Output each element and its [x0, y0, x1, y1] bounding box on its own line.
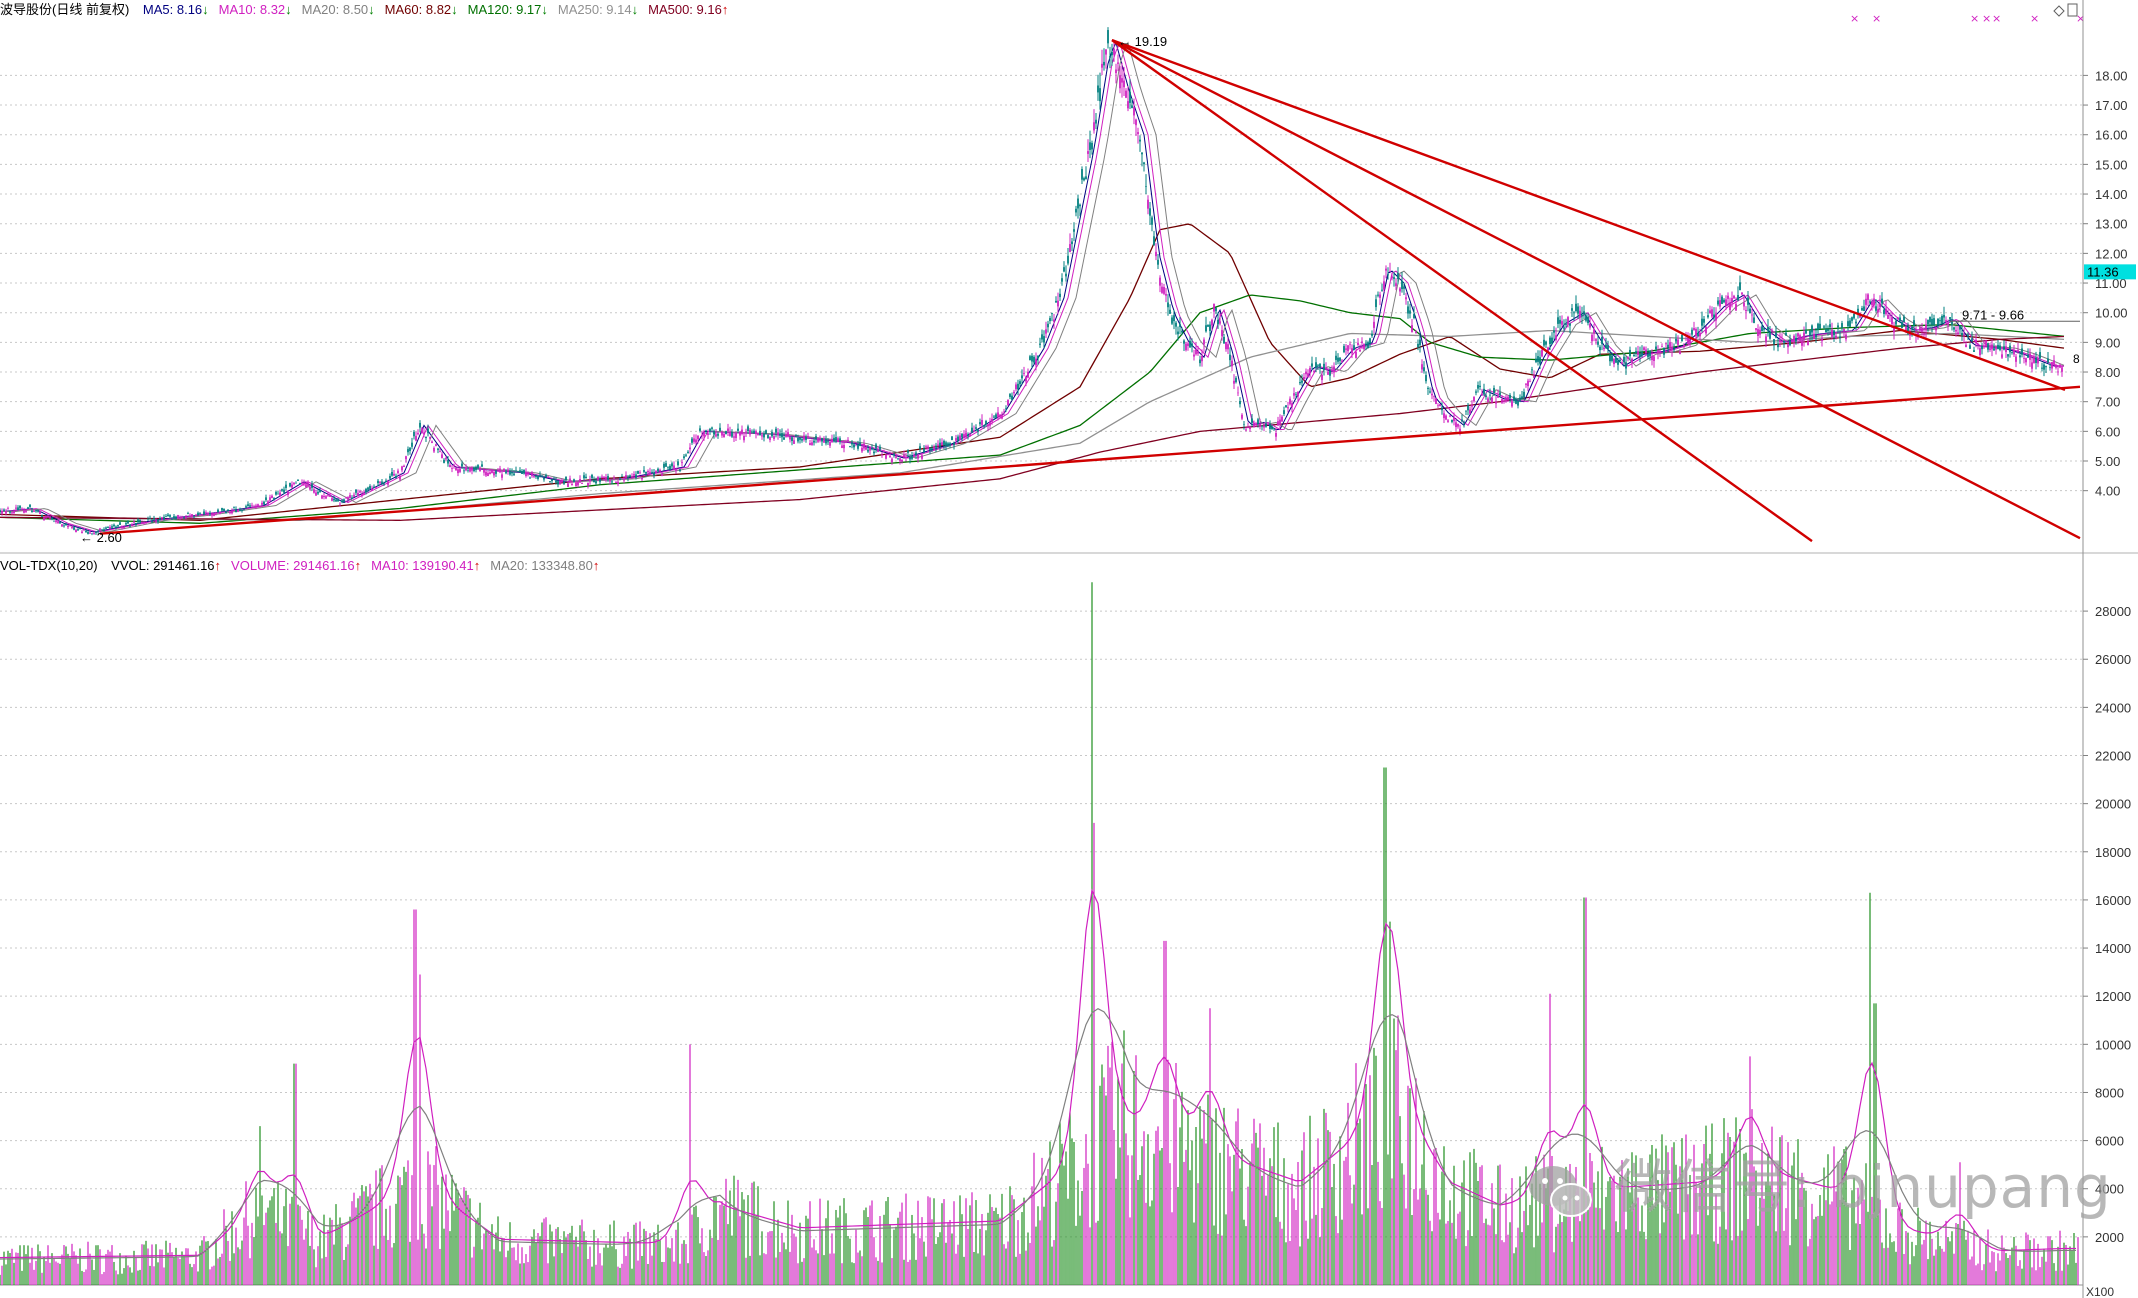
volume-tick-label: 22000 [2095, 749, 2131, 764]
price-ma120-line [0, 294, 2065, 524]
volume-tick-label: 26000 [2095, 652, 2131, 667]
volume-tick-label: 12000 [2095, 989, 2131, 1004]
volume-tick-label: 4000 [2095, 1182, 2124, 1197]
price-tick-label: 13.00 [2095, 217, 2128, 232]
current-price-label: 11.36 [2087, 264, 2119, 279]
volume-ma20-line [0, 1007, 2077, 1260]
price-legend-item-4: MA120: 9.17↓ [467, 2, 548, 17]
price-legend-items: MA5: 8.16↓ MA10: 8.32↓ MA20: 8.50↓ MA60: 8.… [143, 2, 738, 17]
price-tick-label: 17.00 [2095, 98, 2128, 113]
volume-legend-item-0: VVOL: 291461.16↑ [111, 558, 222, 573]
price-tick-label: 8.00 [2095, 365, 2120, 380]
trend-line-1[interactable] [1111, 39, 1813, 543]
event-marker[interactable]: × [2076, 12, 2085, 25]
event-marker[interactable]: × [1850, 12, 1859, 25]
volume-legend-items: VVOL: 291461.16↑ VOLUME: 291461.16↑ MA10: … [111, 558, 609, 573]
price-tick-label: 9.00 [2095, 335, 2120, 350]
diamond-icon[interactable] [2053, 5, 2065, 17]
price-legend-arrow-6: ↑ [721, 2, 729, 17]
volume-tick-label: 20000 [2095, 797, 2131, 812]
price-ma500-line [0, 335, 2065, 521]
price-legend-item-1: MA10: 8.32↓ [218, 2, 292, 17]
price-tick-label: 18.00 [2095, 68, 2128, 83]
trend-line-3[interactable] [99, 385, 2081, 535]
volume-legend-arrow-0: ↑ [214, 558, 222, 573]
price-legend-arrow-4: ↓ [541, 2, 548, 17]
price-legend: 波导股份(日线 前复权) MA5: 8.16↓ MA10: 8.32↓ MA20: … [0, 0, 748, 20]
volume-tick-label: 28000 [2095, 604, 2131, 619]
volume-tick-label: 18000 [2095, 845, 2131, 860]
price-legend-arrow-0: ↓ [202, 2, 209, 17]
volume-legend-item-2: MA10: 139190.41↑ [371, 558, 481, 573]
volume-legend: VOL-TDX(10,20) VVOL: 291461.16↑ VOLUME: 2… [0, 556, 619, 576]
price-tick-label: 5.00 [2095, 454, 2120, 469]
event-marker[interactable]: × [1872, 12, 1881, 25]
price-tick-label: 12.00 [2095, 246, 2128, 261]
volume-tick-label: 16000 [2095, 893, 2131, 908]
event-marker[interactable]: × [1982, 12, 1991, 25]
volume-tick-label: 8000 [2095, 1085, 2124, 1100]
volume-legend-item-1: VOLUME: 291461.16↑ [231, 558, 362, 573]
last-mark-label: 8 [2073, 352, 2080, 366]
volume-unit-label: X100 [2086, 1285, 2114, 1298]
price-tick-label: 14.00 [2095, 187, 2128, 202]
price-tick-label: 11.00 [2095, 276, 2127, 291]
volume-title: VOL-TDX(10,20) [0, 558, 98, 573]
price-tick-label: 15.00 [2095, 157, 2128, 172]
price-legend-item-5: MA250: 9.14↓ [557, 2, 639, 17]
wechat-icon [1529, 1165, 1592, 1217]
volume-tick-label: 14000 [2095, 941, 2131, 956]
current-price-badge [2084, 264, 2136, 280]
price-axis: 4.00 5.00 6.00 7.00 8.00 9.00 10.00 11.00 12.00 1… [2053, 0, 2136, 1298]
volume-legend-arrow-1: ↑ [354, 558, 362, 573]
price-legend-arrow-5: ↓ [631, 2, 639, 17]
trend-line-2[interactable] [1111, 39, 2081, 540]
price-tick-label: 10.00 [2095, 306, 2128, 321]
range-label: 9.71 - 9.66 [1962, 307, 2024, 322]
chart-title: 波导股份(日线 前复权) [0, 2, 130, 17]
volume-tick-label: 2000 [2095, 1230, 2124, 1245]
price-legend-arrow-1: ↓ [285, 2, 292, 17]
price-legend-arrow-3: ↓ [451, 2, 458, 17]
volume-ma10-line [0, 888, 2076, 1259]
volume-panel[interactable] [0, 582, 2083, 1286]
volume-tick-label: 24000 [2095, 700, 2131, 715]
price-legend-arrow-2: ↓ [368, 2, 375, 17]
window-icon[interactable] [2067, 3, 2078, 17]
high-price-label: ← 19.19 [1118, 34, 1167, 49]
price-legend-item-6: MA500: 9.16↑ [648, 2, 729, 17]
low-price-label: ← 2.60 [80, 530, 122, 545]
event-marker[interactable]: × [1992, 12, 2001, 25]
watermark-text: 微信号: bjnupang [1614, 1153, 2112, 1221]
volume-legend-item-3: MA20: 133348.80↑ [490, 558, 600, 573]
price-tick-label: 4.00 [2095, 484, 2120, 499]
price-panel[interactable]: ← 19.19← 2.609.71 - 9.668× × × × × × × [0, 12, 2138, 554]
price-ma5-line [0, 41, 2064, 533]
price-ma60-line [0, 223, 2065, 521]
volume-tick-label: 10000 [2095, 1037, 2131, 1052]
price-tick-label: 16.00 [2095, 128, 2128, 143]
volume-legend-arrow-2: ↑ [473, 558, 481, 573]
event-marker[interactable]: × [2030, 12, 2039, 25]
trend-line-0[interactable] [1111, 38, 2066, 391]
price-legend-item-2: MA20: 8.50↓ [301, 2, 375, 17]
price-ma10-line [0, 41, 2064, 533]
price-ma20-line [0, 41, 2065, 533]
price-tick-label: 7.00 [2095, 395, 2120, 410]
price-tick-label: 6.00 [2095, 424, 2120, 439]
watermark: 微信号: bjnupang [1525, 1140, 2112, 1226]
price-legend-item-0: MA5: 8.16↓ [142, 2, 209, 17]
event-marker[interactable]: × [1970, 12, 1979, 25]
volume-tick-label: 6000 [2095, 1134, 2124, 1149]
volume-legend-arrow-3: ↑ [592, 558, 600, 573]
price-legend-item-3: MA60: 8.82↓ [384, 2, 458, 17]
